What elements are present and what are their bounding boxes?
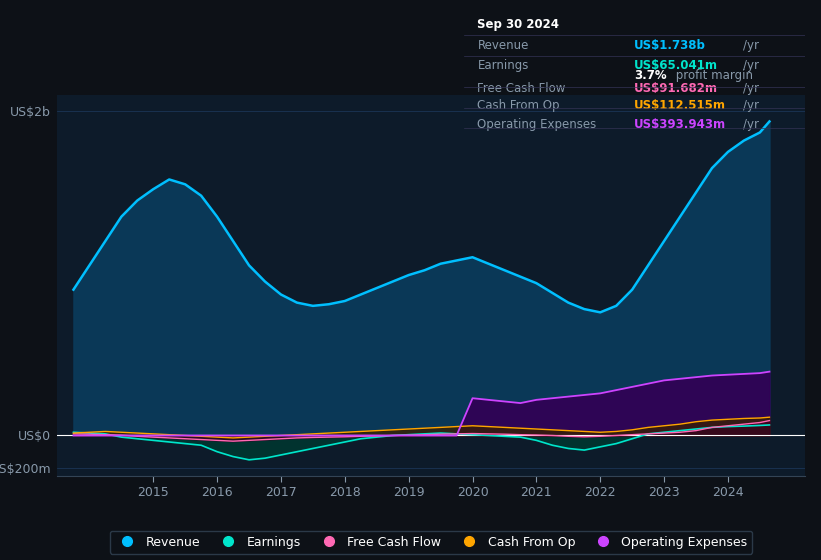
Text: Revenue: Revenue	[478, 39, 529, 52]
Text: Operating Expenses: Operating Expenses	[478, 118, 597, 130]
Text: US$65.041m: US$65.041m	[635, 59, 718, 72]
Text: Earnings: Earnings	[478, 59, 529, 72]
Text: 3.7%: 3.7%	[635, 69, 667, 82]
Text: /yr: /yr	[743, 82, 759, 95]
Text: /yr: /yr	[743, 39, 759, 52]
Text: US$91.682m: US$91.682m	[635, 82, 718, 95]
Text: Free Cash Flow: Free Cash Flow	[478, 82, 566, 95]
Legend: Revenue, Earnings, Free Cash Flow, Cash From Op, Operating Expenses: Revenue, Earnings, Free Cash Flow, Cash …	[110, 530, 752, 553]
Text: Sep 30 2024: Sep 30 2024	[478, 18, 559, 31]
Text: US$112.515m: US$112.515m	[635, 99, 727, 112]
Text: Cash From Op: Cash From Op	[478, 99, 560, 112]
Text: /yr: /yr	[743, 118, 759, 130]
Text: profit margin: profit margin	[672, 69, 753, 82]
Text: US$393.943m: US$393.943m	[635, 118, 727, 130]
Text: US$1.738b: US$1.738b	[635, 39, 706, 52]
Text: /yr: /yr	[743, 99, 759, 112]
Text: /yr: /yr	[743, 59, 759, 72]
